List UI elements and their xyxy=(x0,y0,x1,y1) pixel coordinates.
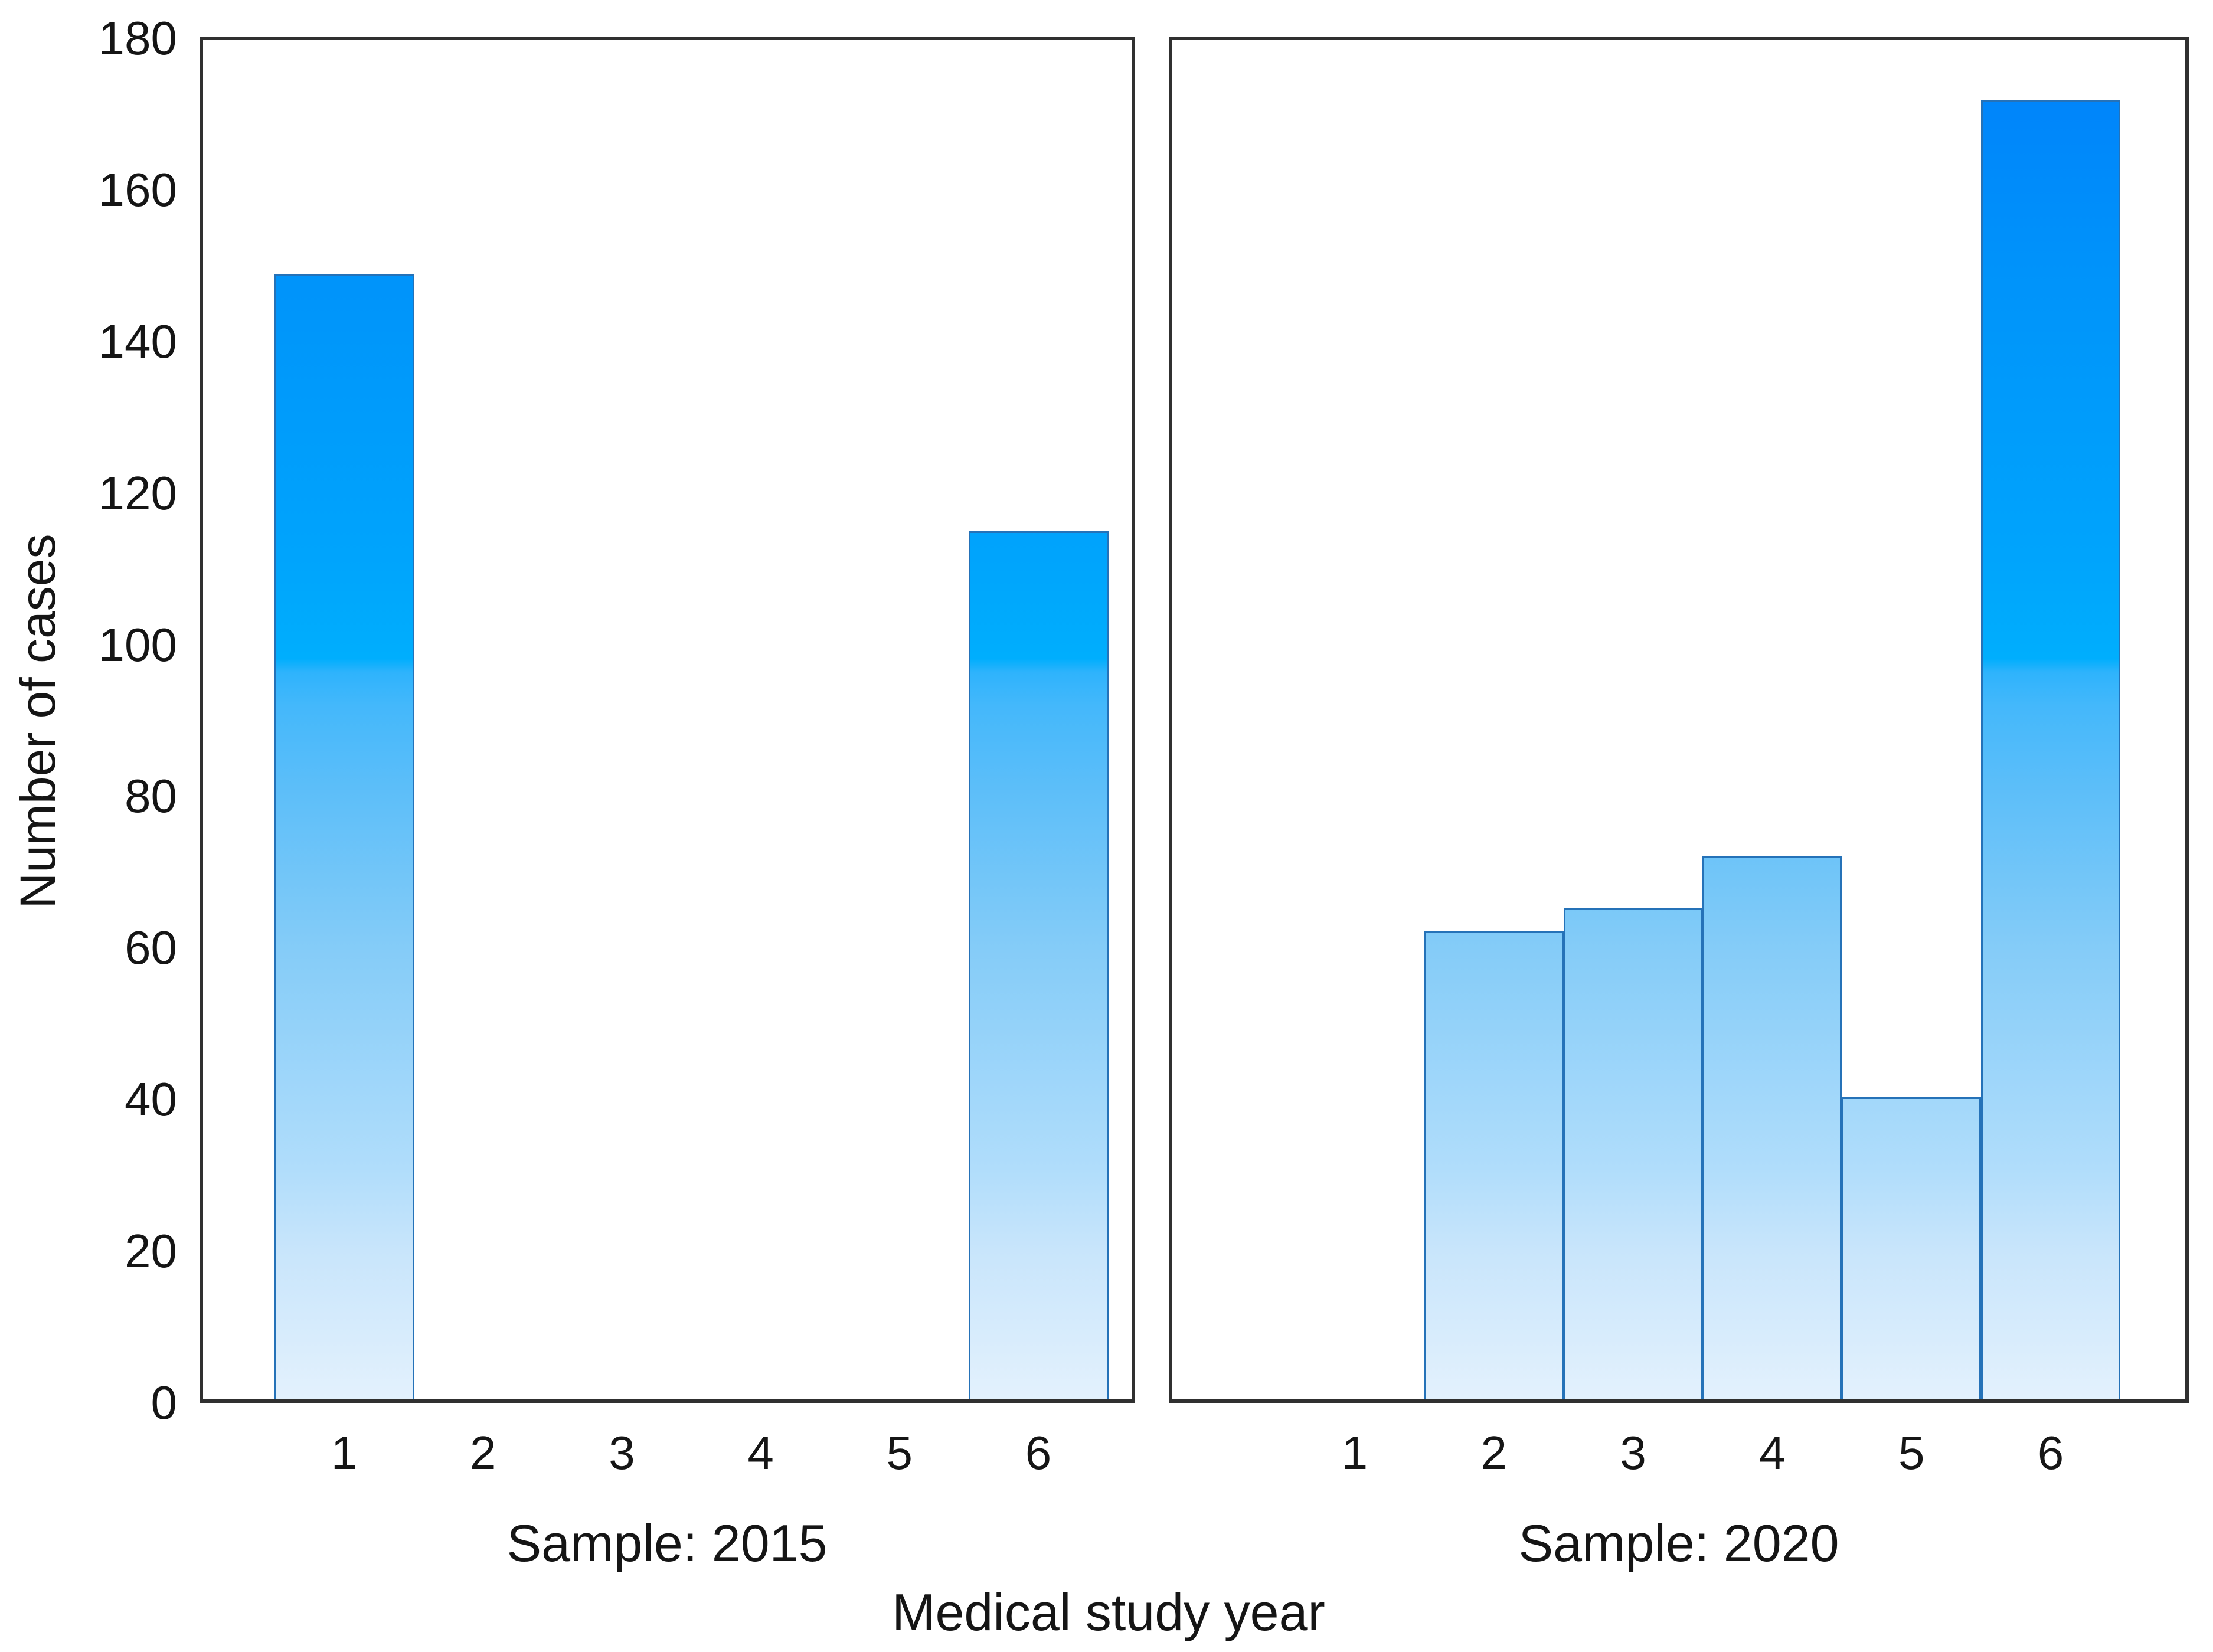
x-tick-label: 5 xyxy=(1898,1427,1925,1479)
x-tick-label: 2 xyxy=(1480,1427,1508,1479)
y-tick-label: 40 xyxy=(125,1073,177,1126)
x-tick-label: 5 xyxy=(886,1427,913,1479)
y-tick-label: 0 xyxy=(151,1376,178,1429)
x-tick-label: 1 xyxy=(1341,1427,1368,1479)
bar-2020-year-6 xyxy=(1981,100,2120,1399)
y-tick-label: 80 xyxy=(125,770,177,823)
y-tick-label: 140 xyxy=(98,315,177,368)
panel-title-2020: Sample: 2020 xyxy=(1518,1514,1839,1572)
y-tick-label: 120 xyxy=(98,466,177,519)
x-tick-label: 6 xyxy=(2037,1427,2064,1479)
panel-title-2015: Sample: 2015 xyxy=(506,1514,828,1572)
y-tick-label: 160 xyxy=(98,163,177,216)
y-tick-label: 180 xyxy=(98,12,177,64)
x-tick-label: 2 xyxy=(469,1427,496,1479)
bar-2020-year-3 xyxy=(1563,908,1703,1399)
bar-2020-year-2 xyxy=(1424,931,1564,1399)
x-tick-label: 4 xyxy=(747,1427,774,1479)
x-tick-label: 6 xyxy=(1025,1427,1052,1479)
panel-2020 xyxy=(1169,37,2189,1403)
bar-2015-year-6 xyxy=(968,531,1109,1399)
y-tick-label: 60 xyxy=(125,921,177,974)
bar-2020-year-4 xyxy=(1702,856,1842,1399)
bar-2015-year-1 xyxy=(274,274,414,1399)
x-tick-label: 3 xyxy=(1620,1427,1646,1479)
y-tick-label: 20 xyxy=(125,1225,177,1278)
y-tick-label: 100 xyxy=(98,618,177,671)
x-tick-label: 3 xyxy=(609,1427,635,1479)
panel-2015 xyxy=(200,37,1135,1403)
x-tick-label: 4 xyxy=(1759,1427,1786,1479)
x-tick-label: 1 xyxy=(331,1427,358,1479)
bar-2020-year-5 xyxy=(1842,1097,1982,1399)
y-axis-title: Number of cases xyxy=(10,534,66,909)
x-axis-title: Medical study year xyxy=(892,1583,1325,1641)
